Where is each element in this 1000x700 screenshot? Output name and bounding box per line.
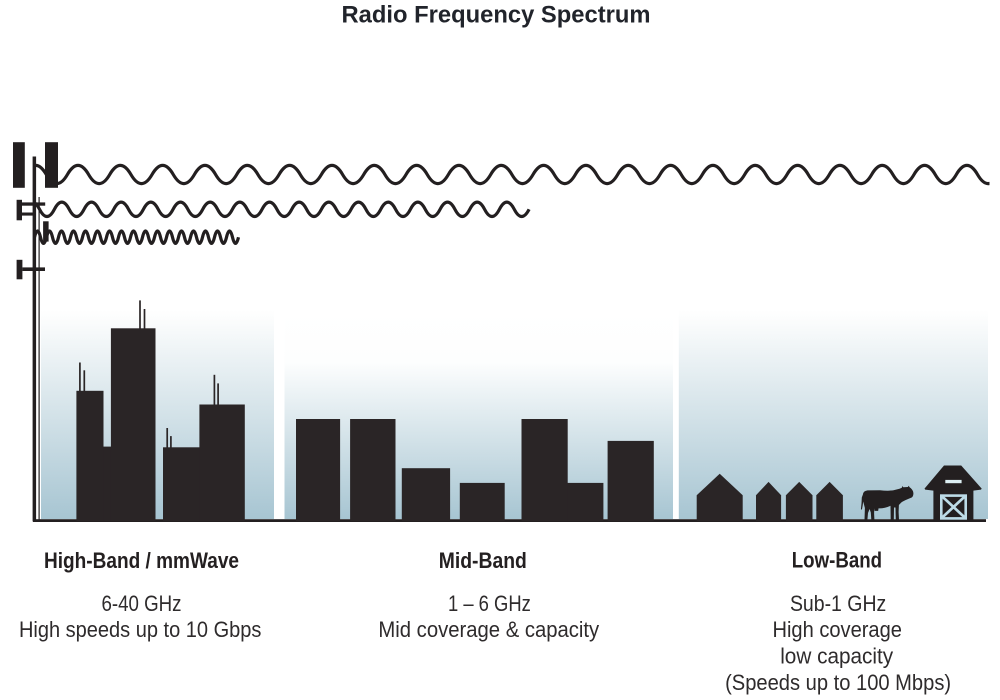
svg-text:Mid-Band: Mid-Band bbox=[439, 548, 527, 573]
svg-text:Low-Band: Low-Band bbox=[792, 548, 882, 573]
svg-text:High speeds up to 10 Gbps: High speeds up to 10 Gbps bbox=[19, 617, 262, 642]
svg-text:6-40 GHz: 6-40 GHz bbox=[102, 591, 182, 616]
svg-text:High-Band / mmWave: High-Band / mmWave bbox=[44, 548, 239, 573]
svg-text:1 – 6 GHz: 1 – 6 GHz bbox=[448, 591, 531, 616]
svg-text:(Speeds up to 100 Mbps): (Speeds up to 100 Mbps) bbox=[725, 670, 951, 695]
svg-text:Mid coverage & capacity: Mid coverage & capacity bbox=[378, 617, 599, 642]
svg-text:High coverage: High coverage bbox=[772, 617, 902, 642]
svg-text:low capacity: low capacity bbox=[780, 644, 893, 669]
svg-text:Radio Frequency Spectrum: Radio Frequency Spectrum bbox=[342, 2, 651, 29]
svg-text:Sub-1 GHz: Sub-1 GHz bbox=[790, 591, 886, 616]
